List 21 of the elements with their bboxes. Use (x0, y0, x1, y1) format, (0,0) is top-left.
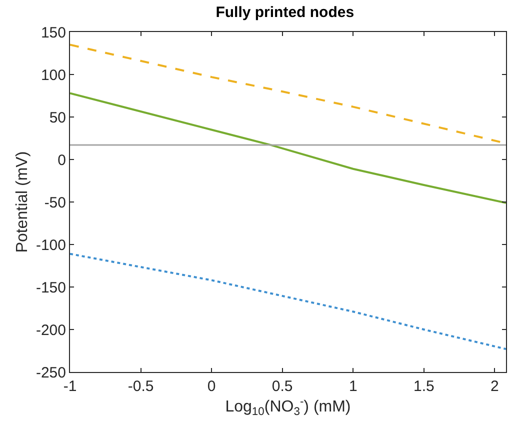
y-axis-title: Potential (mV) (14, 151, 31, 253)
x-tick-label: -0.5 (128, 378, 154, 395)
y-tick-label: 100 (40, 66, 66, 84)
x-tick-label: 1.5 (413, 378, 434, 395)
x-tick-label: 0 (207, 378, 216, 395)
line-series (70, 92, 506, 204)
chart-title: Fully printed nodes (216, 4, 354, 22)
x-axis-title: Log$_{10}$(NO$_{3}$$^{-}$) (mM) (225, 396, 351, 418)
y-tick-label: -200 (36, 322, 66, 339)
x-tick-label: 0.5 (272, 378, 293, 395)
y-tick-label: 150 (40, 24, 66, 42)
y-tick-label: -250 (36, 364, 66, 382)
y-tick-label: 0 (58, 152, 66, 169)
y-tick-label: -100 (36, 236, 66, 254)
x-tick-label: 2 (490, 378, 499, 395)
line-series (70, 252, 506, 350)
x-tick-label: 1 (348, 378, 358, 395)
x-tick-label: -1 (63, 378, 77, 395)
y-tick-label: -150 (36, 279, 66, 296)
y-tick-label: 50 (49, 109, 66, 126)
y-tick-label: -50 (44, 194, 66, 212)
